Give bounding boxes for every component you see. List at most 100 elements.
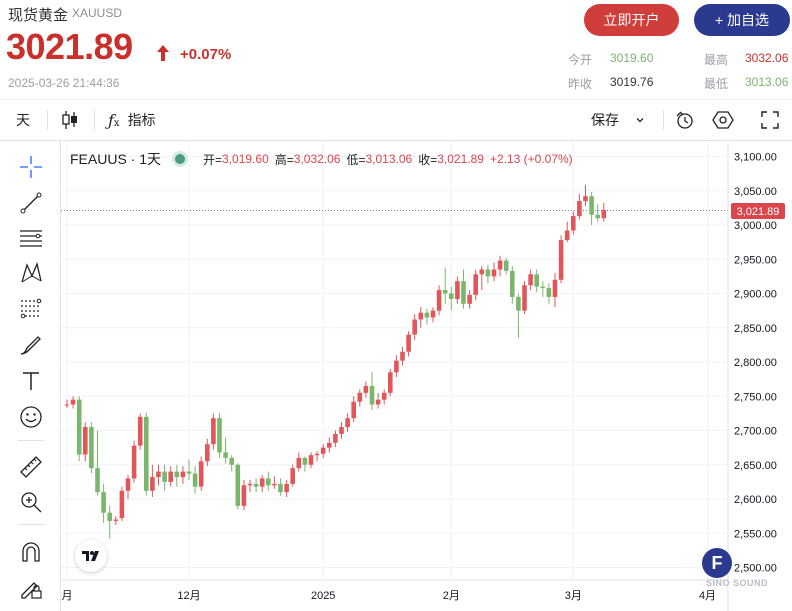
low-label: 最低 xyxy=(704,77,729,91)
candle-body xyxy=(522,285,527,311)
y-tick-label: 2,750.00 xyxy=(734,391,777,403)
horizontal-lines-tool[interactable] xyxy=(16,223,46,253)
candle-body xyxy=(180,471,186,478)
x-tick-label: 4月 xyxy=(699,590,716,602)
candle-body xyxy=(229,457,234,465)
open-value: 3019.60 xyxy=(610,51,654,65)
candle-body xyxy=(290,468,295,484)
arrow-up-icon xyxy=(156,44,170,62)
candle-body xyxy=(430,310,436,318)
indicators-label: 指标 xyxy=(127,112,156,128)
candle-body xyxy=(546,288,552,297)
instrument-title: 现货黄金 xyxy=(8,7,69,24)
x-tick-label: 3月 xyxy=(565,590,582,602)
current-price: 3021.89 xyxy=(6,26,133,67)
text-tool[interactable] xyxy=(16,366,46,396)
candle-body xyxy=(558,240,564,280)
legend-change: +2.13 (+0.07%) xyxy=(489,152,573,166)
candle-body xyxy=(583,196,588,202)
text-icon xyxy=(23,372,39,390)
settings-hexagon-icon xyxy=(712,111,734,129)
low-value: 3013.06 xyxy=(745,75,789,89)
candle-body xyxy=(205,444,210,462)
candle-body xyxy=(375,399,381,405)
y-tick-label: 3,050.00 xyxy=(734,186,777,198)
ruler-tool[interactable] xyxy=(16,452,46,482)
candle-body xyxy=(89,427,94,469)
lock-drawing-tool[interactable] xyxy=(16,573,46,603)
high-label: 最高 xyxy=(704,53,729,67)
tools-divider xyxy=(18,440,44,441)
candle-body xyxy=(168,471,173,482)
candle-body xyxy=(491,269,497,277)
candle-body xyxy=(442,290,448,294)
crosshair-icon xyxy=(20,156,42,178)
save-button[interactable]: 保存 xyxy=(591,107,645,133)
candle-body xyxy=(296,457,302,469)
time-axis[interactable]: 月 12月 2025 2月 3月 4月 xyxy=(61,579,728,602)
candle-body xyxy=(284,483,289,493)
fib-tool[interactable] xyxy=(16,294,46,324)
candle-body xyxy=(302,457,308,465)
candle-body xyxy=(552,279,558,297)
header-divider xyxy=(0,99,792,100)
candle-body xyxy=(241,485,247,506)
candle-body xyxy=(449,293,454,299)
chart-type-button[interactable] xyxy=(60,107,82,133)
price-axis[interactable]: 2,500.00 2,550.00 2,600.00 2,650.00 2,700.00… xyxy=(734,152,777,575)
candle-body xyxy=(272,483,277,486)
toolbar-divider xyxy=(47,110,48,130)
candle-body xyxy=(259,478,265,487)
brush-tool[interactable] xyxy=(16,330,46,360)
magnet-icon xyxy=(22,542,40,562)
emoji-tool[interactable] xyxy=(16,402,46,432)
candle-body xyxy=(217,418,222,453)
candle-body xyxy=(357,392,363,402)
zoom-in-icon xyxy=(21,492,42,513)
high-value: 3032.06 xyxy=(745,51,789,65)
legend-low-value: 3,013.06 xyxy=(365,152,413,166)
candle-body xyxy=(571,216,576,231)
candle-body xyxy=(510,270,515,297)
candlestick-icon xyxy=(62,111,77,129)
y-tick-label: 2,800.00 xyxy=(734,357,777,369)
alert-button[interactable] xyxy=(674,107,696,133)
fullscreen-button[interactable] xyxy=(760,107,780,133)
pattern-icon xyxy=(21,261,42,283)
save-label: 保存 xyxy=(591,112,619,128)
candle-body xyxy=(485,269,491,277)
candle-body xyxy=(455,281,460,299)
price-change: +0.07% xyxy=(180,46,232,63)
candle-body xyxy=(400,351,405,361)
candle-body xyxy=(113,519,119,521)
magnet-tool[interactable] xyxy=(16,537,46,567)
candle-body xyxy=(101,492,106,513)
settings-button[interactable] xyxy=(712,107,734,133)
candle-body xyxy=(192,473,198,487)
candle-body xyxy=(278,483,283,493)
trend-line-tool[interactable] xyxy=(16,188,46,218)
candle-body xyxy=(266,478,271,486)
last-price-tag: 3,021.89 xyxy=(731,203,785,219)
x-tick-label: 12月 xyxy=(177,590,200,602)
tradingview-logo[interactable] xyxy=(75,540,107,572)
interval-selector[interactable]: 天 xyxy=(16,112,30,128)
open-account-button[interactable]: 立即开户 xyxy=(584,4,679,36)
indicators-button[interactable]: ƒx 指标 xyxy=(108,107,156,133)
legend-status-dot xyxy=(175,154,186,164)
toolbar-bottom-border xyxy=(0,140,792,141)
candle-body xyxy=(253,483,259,487)
candle-body xyxy=(564,230,570,241)
candle-body xyxy=(198,461,204,487)
alert-icon xyxy=(676,111,693,129)
fib-icon xyxy=(20,298,42,319)
candle-body xyxy=(125,478,131,491)
zoom-in-tool[interactable] xyxy=(16,487,46,517)
instrument-symbol: XAUUSD xyxy=(72,6,123,20)
x-tick-label: 2025 xyxy=(311,590,335,602)
add-watchlist-button[interactable]: + 加自选 xyxy=(694,4,790,36)
pattern-tool[interactable] xyxy=(16,258,46,288)
crosshair-tool[interactable] xyxy=(16,152,46,182)
